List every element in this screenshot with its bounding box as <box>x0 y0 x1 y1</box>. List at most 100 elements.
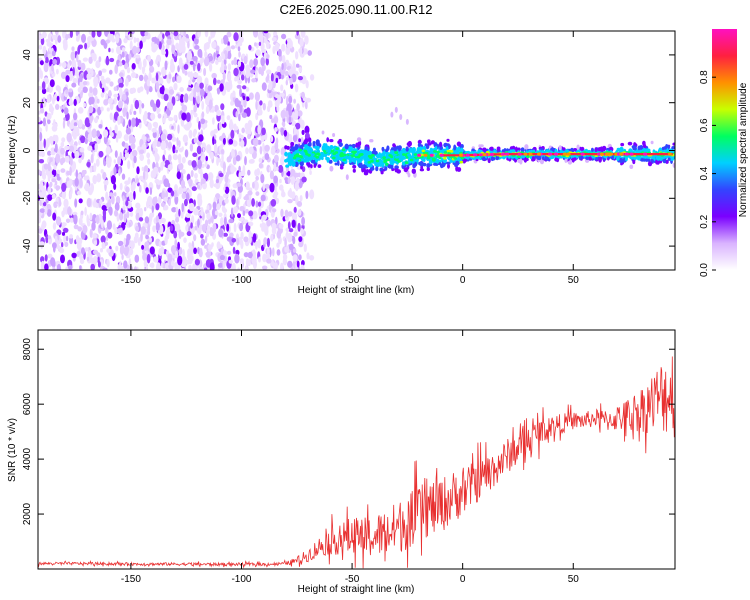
heatmap-cell <box>133 155 137 164</box>
heatmap-cell <box>489 152 494 157</box>
heatmap-cell <box>388 154 392 157</box>
heatmap-cell <box>190 170 194 178</box>
heatmap-cell <box>219 83 224 92</box>
heatmap-cell <box>146 200 150 209</box>
heatmap-cell <box>123 134 129 141</box>
heatmap-cell <box>84 206 87 216</box>
heatmap-cell <box>273 262 278 270</box>
heatmap-cell <box>619 152 624 156</box>
heatmap-cell <box>139 153 144 161</box>
heatmap-cell <box>310 159 316 164</box>
heatmap-cell <box>157 196 162 204</box>
heatmap-cell <box>144 207 147 212</box>
heatmap-cell <box>650 140 654 145</box>
heatmap-cell <box>218 121 222 130</box>
heatmap-cell <box>295 51 299 60</box>
heatmap-cell <box>337 160 340 167</box>
heatmap-cell <box>156 180 161 186</box>
heatmap-cell <box>189 60 194 65</box>
heatmap-cell <box>211 72 217 79</box>
heatmap-cell <box>122 107 128 115</box>
heatmap-cell <box>149 187 153 196</box>
heatmap-cell <box>47 253 53 259</box>
heatmap-cell <box>227 72 232 83</box>
heatmap-cell <box>281 154 285 161</box>
heatmap-cell <box>284 145 288 150</box>
heatmap-cell <box>210 215 214 224</box>
heatmap-cell <box>123 37 128 44</box>
heatmap-cell <box>419 168 425 172</box>
heatmap-cell <box>624 152 629 156</box>
heatmap-cell <box>419 160 424 167</box>
heatmap-cell <box>306 252 310 260</box>
heatmap-cell <box>64 145 70 151</box>
heatmap-cell <box>364 146 369 151</box>
heatmap-cell <box>266 69 272 75</box>
heatmap-cell <box>148 182 154 191</box>
heatmap-cell <box>236 128 240 135</box>
heatmap-cell <box>237 60 242 67</box>
heatmap-cell <box>222 34 229 45</box>
heatmap-cell <box>91 221 96 231</box>
heatmap-cell <box>179 87 184 92</box>
heatmap-cell <box>61 182 67 192</box>
heatmap-cell <box>105 146 111 155</box>
heatmap-cell <box>270 199 277 207</box>
heatmap-cell <box>298 66 303 73</box>
heatmap-cell <box>229 119 233 127</box>
heatmap-cell <box>177 255 183 266</box>
heatmap-cell <box>123 62 129 70</box>
heatmap-cell <box>125 200 129 207</box>
heatmap-cell <box>226 250 232 255</box>
heatmap-cell <box>220 103 225 111</box>
heatmap-cell <box>253 137 259 147</box>
heatmap-cell <box>385 162 389 166</box>
heatmap-cell <box>97 109 102 115</box>
heatmap-cell <box>266 54 270 59</box>
heatmap-cell <box>266 247 270 256</box>
heatmap-cell <box>399 151 404 155</box>
heatmap-cell <box>71 161 77 171</box>
heatmap-cell <box>523 156 528 163</box>
heatmap-cell <box>609 147 614 152</box>
heatmap-cell <box>206 204 210 211</box>
heatmap-cell <box>47 119 51 125</box>
heatmap-cell <box>363 149 368 154</box>
heatmap-cell <box>73 125 77 132</box>
heatmap-cell <box>67 264 73 270</box>
spectrogram-x-ticks: -150 -100 -50 0 50 <box>121 31 579 286</box>
heatmap-cell <box>197 218 200 228</box>
heatmap-cell <box>197 62 201 72</box>
heatmap-cell <box>280 66 286 76</box>
heatmap-cell <box>272 208 277 213</box>
heatmap-cell <box>222 137 226 145</box>
heatmap-cell <box>447 163 450 169</box>
heatmap-cell <box>291 219 296 228</box>
heatmap-cell <box>58 91 62 98</box>
heatmap-cell <box>663 146 668 150</box>
heatmap-cell <box>140 31 146 37</box>
heatmap-cell <box>271 226 277 235</box>
heatmap-cell <box>213 128 218 134</box>
heatmap-cell <box>252 214 258 219</box>
heatmap-cell <box>94 202 100 209</box>
heatmap-cell <box>332 156 336 160</box>
heatmap-cell <box>300 228 304 235</box>
heatmap-cell <box>127 177 131 184</box>
heatmap-cell <box>163 113 168 118</box>
heatmap-cell <box>133 110 137 115</box>
heatmap-cell <box>521 154 526 159</box>
heatmap-cell <box>295 63 300 68</box>
heatmap-cell <box>98 150 104 158</box>
heatmap-cell <box>308 137 312 143</box>
heatmap-cell <box>212 201 217 210</box>
heatmap-cell <box>47 53 53 59</box>
heatmap-cell <box>274 127 278 132</box>
heatmap-cell <box>175 216 180 223</box>
heatmap-cell <box>200 238 206 246</box>
heatmap-cell <box>197 196 203 207</box>
heatmap-cell <box>208 36 212 45</box>
heatmap-cell <box>290 176 296 184</box>
y-tick-label: 8000 <box>22 338 33 361</box>
heatmap-cells <box>38 31 675 270</box>
